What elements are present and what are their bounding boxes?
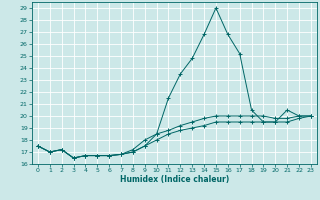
- X-axis label: Humidex (Indice chaleur): Humidex (Indice chaleur): [120, 175, 229, 184]
